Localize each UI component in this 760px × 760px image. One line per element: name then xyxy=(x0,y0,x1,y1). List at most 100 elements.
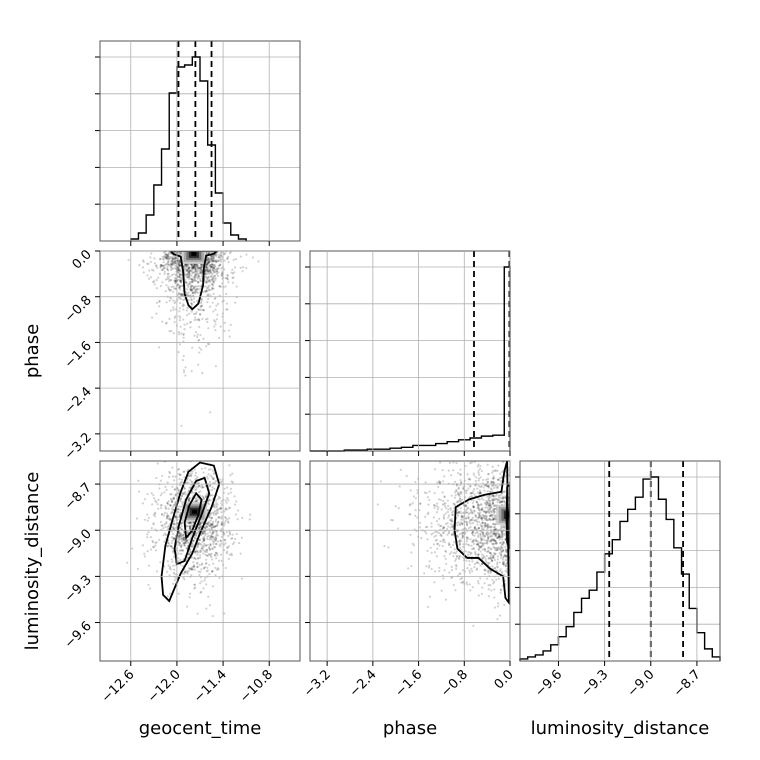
sample-point xyxy=(205,266,208,269)
sample-point xyxy=(239,552,242,555)
sample-point xyxy=(206,502,209,505)
sample-point xyxy=(469,462,472,465)
sample-point xyxy=(186,322,189,325)
sample-point xyxy=(187,274,190,277)
sample-point xyxy=(433,570,437,573)
sample-point xyxy=(459,479,462,482)
sample-point xyxy=(179,279,182,283)
sample-point xyxy=(507,473,510,476)
sample-point xyxy=(201,485,204,489)
sample-point xyxy=(461,569,465,572)
sample-point xyxy=(490,484,494,487)
sample-point xyxy=(193,318,196,322)
sample-point xyxy=(487,508,490,512)
sample-point xyxy=(199,271,202,274)
sample-point xyxy=(208,553,212,556)
sample-point xyxy=(197,551,200,554)
sample-point xyxy=(214,259,217,262)
sample-point xyxy=(481,507,484,510)
sample-point xyxy=(212,513,215,516)
sample-point xyxy=(163,252,167,255)
sample-point xyxy=(495,486,498,489)
sample-point xyxy=(216,270,219,273)
sample-point xyxy=(470,492,473,495)
sample-point xyxy=(178,251,181,254)
sample-point xyxy=(488,502,492,505)
sample-point xyxy=(493,552,496,555)
sample-point xyxy=(207,260,210,264)
sample-point xyxy=(189,550,192,554)
sample-point xyxy=(170,268,173,272)
sample-point xyxy=(481,524,484,527)
sample-point xyxy=(166,595,169,598)
sample-point xyxy=(465,542,468,546)
sample-point xyxy=(241,516,244,519)
sample-point xyxy=(491,565,494,568)
sample-point xyxy=(454,552,457,555)
sample-point xyxy=(181,538,184,541)
sample-point xyxy=(472,472,475,475)
sample-point xyxy=(457,511,461,515)
sample-point xyxy=(177,491,180,495)
sample-point xyxy=(208,514,211,517)
sample-point xyxy=(443,554,446,558)
sample-point xyxy=(496,498,499,501)
sample-point xyxy=(493,476,496,480)
sample-point xyxy=(194,557,197,561)
sample-point xyxy=(426,525,429,528)
sample-point xyxy=(231,537,234,540)
sample-point xyxy=(180,293,183,296)
sample-point xyxy=(198,524,201,527)
sample-point xyxy=(493,596,496,599)
sample-point xyxy=(201,532,205,535)
sample-point xyxy=(493,567,496,570)
sample-point xyxy=(209,411,212,414)
sample-point xyxy=(202,486,205,489)
sample-point xyxy=(481,586,484,589)
sample-point xyxy=(489,548,492,551)
sample-point xyxy=(217,256,220,259)
sample-point xyxy=(479,523,482,526)
sample-point xyxy=(191,278,194,281)
sample-point xyxy=(185,273,188,276)
sample-point xyxy=(191,267,194,270)
sample-point xyxy=(224,566,227,570)
sample-point xyxy=(172,571,175,574)
sample-point xyxy=(188,272,191,276)
sample-point xyxy=(480,537,483,540)
sample-point xyxy=(468,583,471,586)
sample-point xyxy=(493,469,497,472)
sample-point xyxy=(180,424,183,427)
sample-point xyxy=(220,522,223,525)
sample-point xyxy=(477,469,480,472)
sample-point xyxy=(486,477,490,480)
sample-point xyxy=(223,252,226,256)
sample-point xyxy=(488,525,491,529)
sample-point xyxy=(484,510,487,514)
sample-point xyxy=(449,508,452,511)
sample-point xyxy=(179,280,182,283)
sample-point xyxy=(178,264,181,267)
sample-point xyxy=(187,267,190,270)
sample-point xyxy=(196,288,199,291)
sample-point xyxy=(160,504,163,507)
sample-point xyxy=(424,481,427,484)
sample-point xyxy=(167,253,170,256)
sample-point xyxy=(474,532,477,535)
sample-point xyxy=(190,472,194,475)
sample-point xyxy=(443,495,446,498)
sample-point xyxy=(200,547,203,550)
sample-point xyxy=(469,518,473,521)
sample-point xyxy=(214,543,218,546)
sample-point xyxy=(472,511,475,515)
sample-point xyxy=(439,534,442,537)
x-axis-label-phase: phase xyxy=(383,718,437,739)
sample-point xyxy=(500,533,504,536)
sample-point xyxy=(442,577,445,580)
sample-point xyxy=(212,266,216,269)
sample-point xyxy=(485,499,488,503)
sample-point xyxy=(503,573,506,577)
sample-point xyxy=(189,522,192,525)
sample-point xyxy=(436,542,439,546)
sample-point xyxy=(146,519,149,522)
